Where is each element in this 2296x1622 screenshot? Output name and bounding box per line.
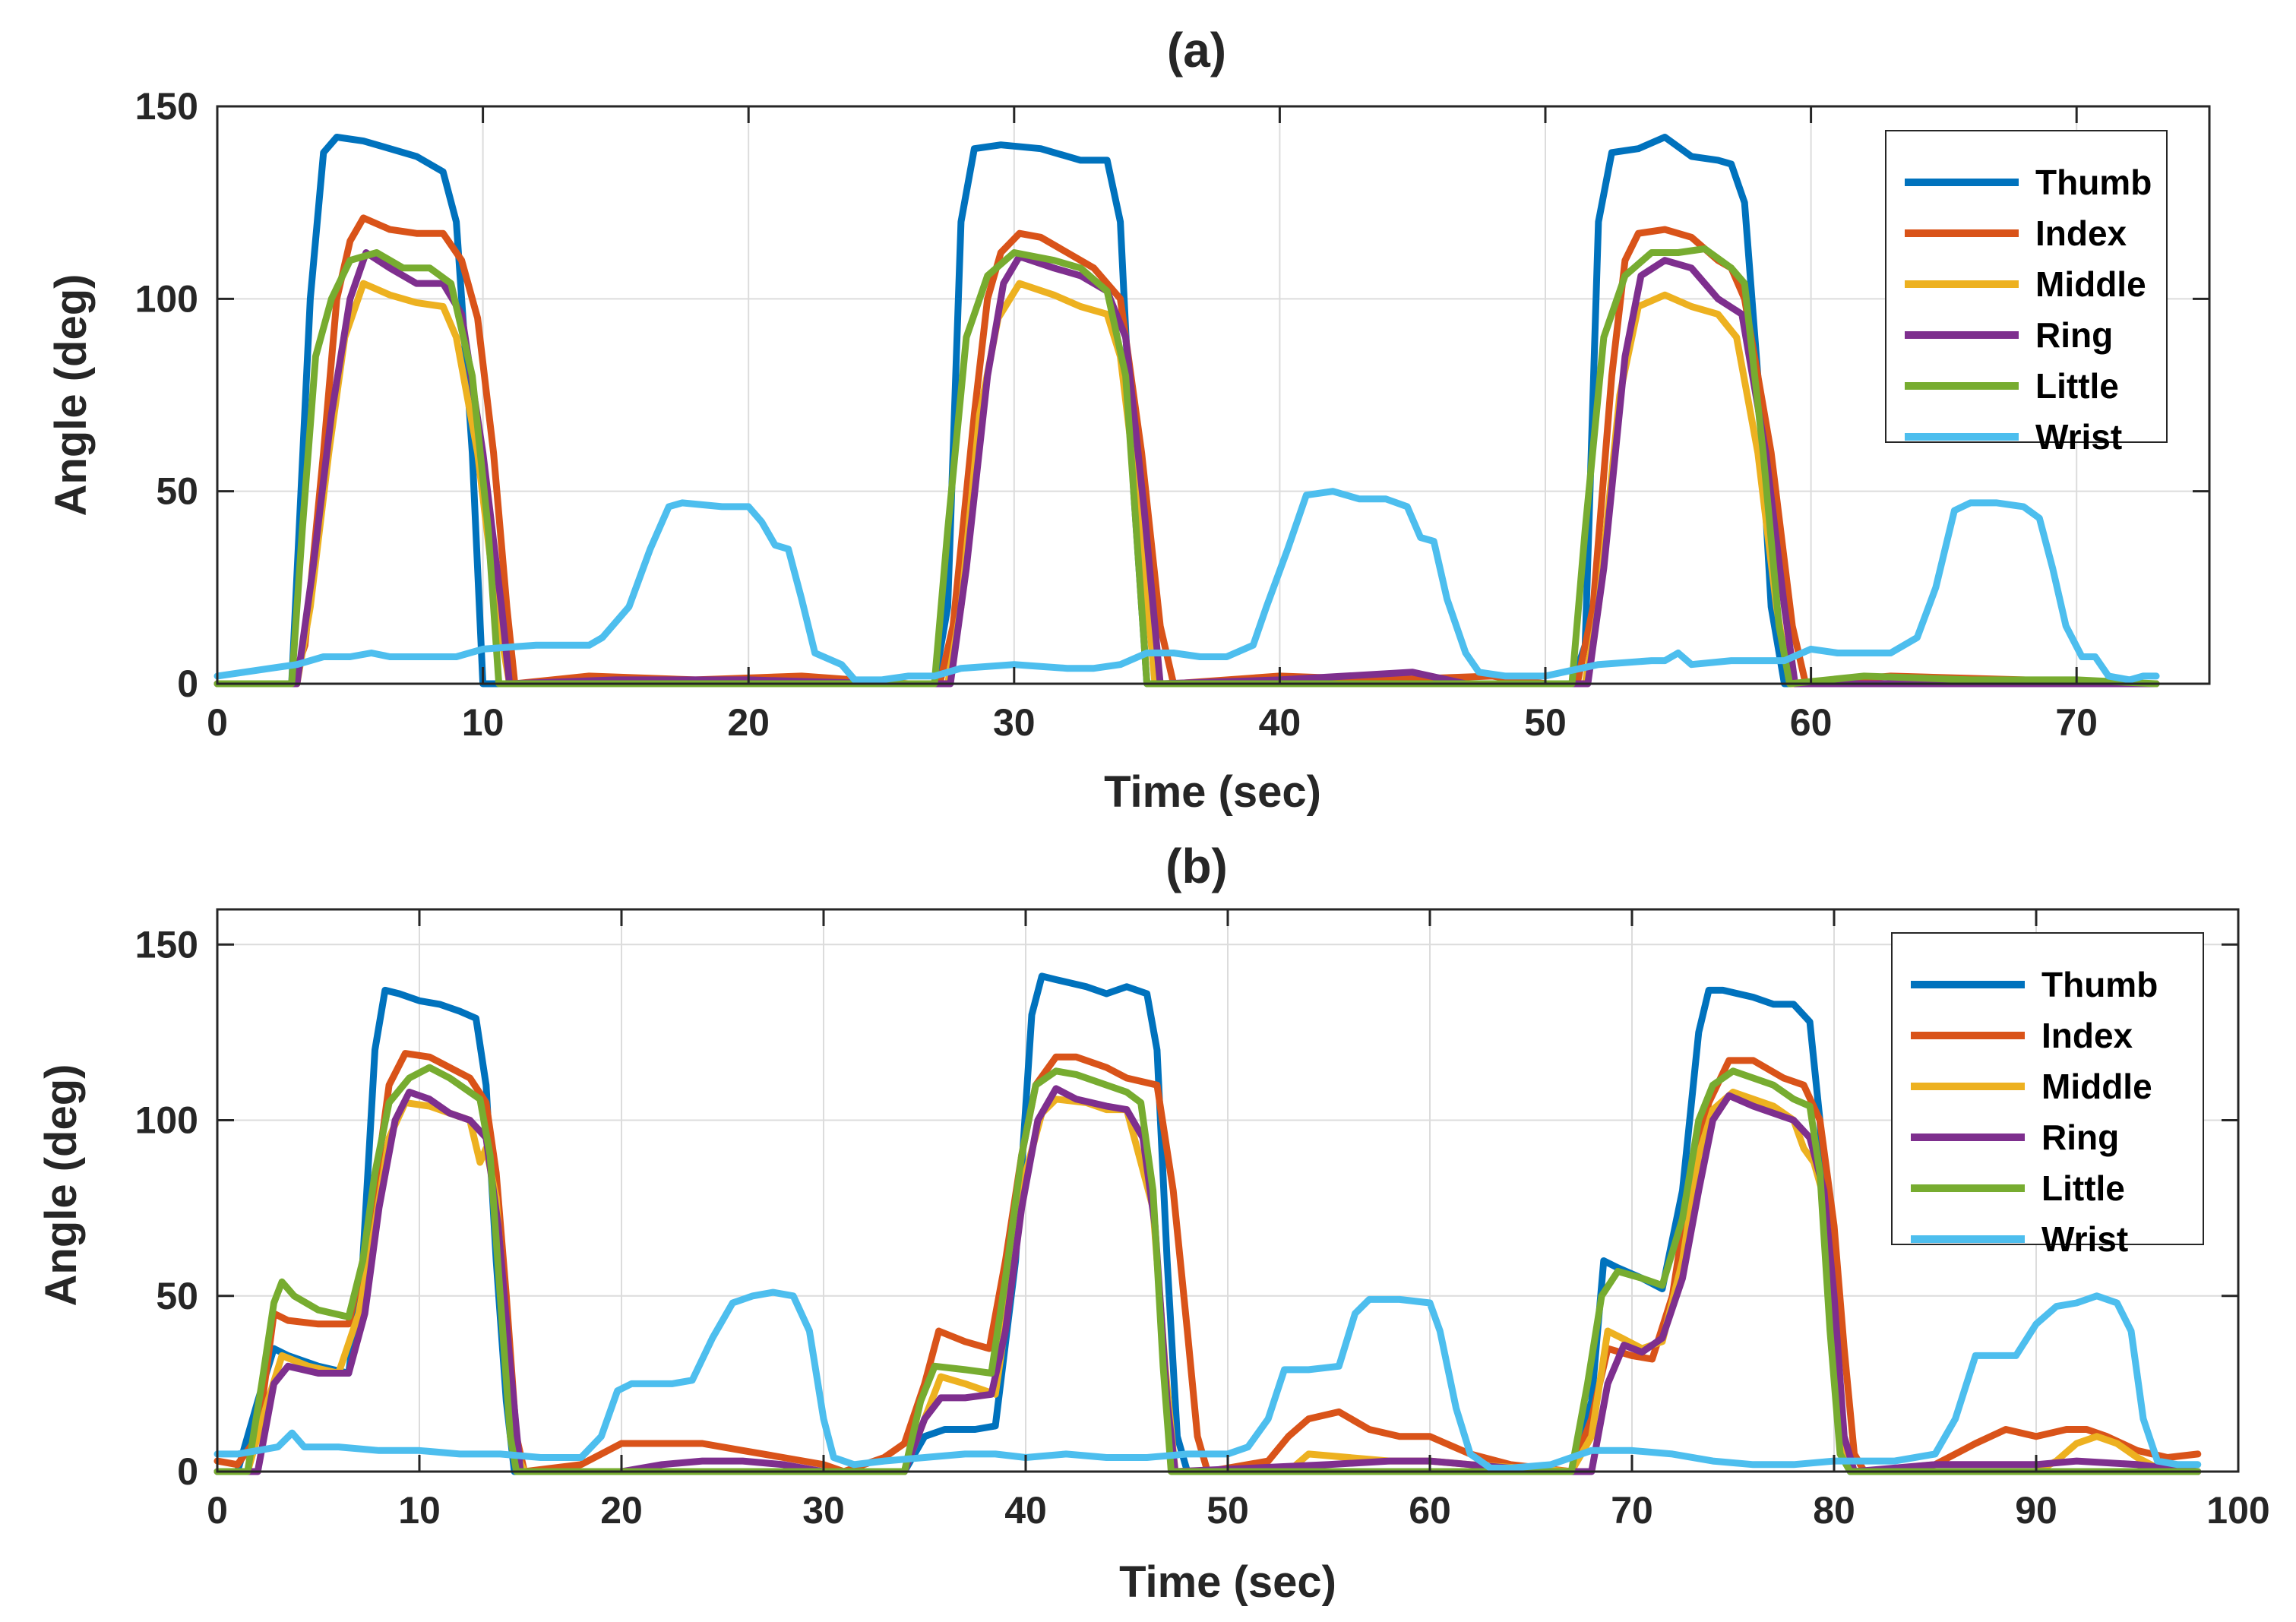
- y-tick-label: 100: [135, 277, 198, 320]
- y-tick-label: 50: [156, 470, 198, 513]
- x-tick-label: 60: [1409, 1489, 1451, 1532]
- x-tick-label: 40: [1259, 701, 1301, 744]
- x-tick-label: 0: [207, 701, 228, 744]
- y-axis-label: Angle (deg): [36, 1064, 86, 1307]
- x-tick-label: 20: [727, 701, 770, 744]
- legend-label-ring: Ring: [2035, 315, 2113, 355]
- series-layer: [213, 972, 2202, 1475]
- chart-title: (b): [1165, 839, 1228, 893]
- x-tick-label: 40: [1004, 1489, 1047, 1532]
- y-tick-label: 0: [177, 662, 198, 705]
- x-axis-label: Time (sec): [1119, 1557, 1336, 1607]
- x-tick-label: 0: [207, 1489, 228, 1532]
- series-line-wrist: [213, 1288, 2202, 1472]
- x-tick-label: 70: [2055, 701, 2098, 744]
- series-layer: [213, 134, 2160, 688]
- legend-label-wrist: Wrist: [2041, 1219, 2128, 1259]
- y-tick-label: 100: [135, 1099, 198, 1142]
- x-axis-label: Time (sec): [1104, 767, 1321, 817]
- x-tick-label: 20: [600, 1489, 643, 1532]
- legend-label-middle: Middle: [2041, 1067, 2152, 1106]
- axis-ticks: 0 10 20 30 40 50 60 70 80 90 100 0 50 100 150: [135, 909, 2270, 1532]
- y-tick-label: 50: [156, 1275, 198, 1317]
- legend-label-thumb: Thumb: [2035, 163, 2152, 202]
- series-line-wrist: [213, 488, 2160, 684]
- series-line-little: [213, 245, 2160, 688]
- legend-label-thumb: Thumb: [2041, 965, 2158, 1004]
- axes-box: [216, 105, 2211, 685]
- legend-label-little: Little: [2035, 366, 2119, 406]
- x-tick-label: 90: [2015, 1489, 2057, 1532]
- axis-ticks: 0 10 20 30 40 50 60 70 0 50 100 150: [135, 85, 2209, 744]
- y-tick-label: 150: [135, 923, 198, 966]
- plot-area: [217, 106, 2209, 684]
- x-tick-label: 80: [1813, 1489, 1855, 1532]
- legend-label-little: Little: [2041, 1168, 2125, 1208]
- series-line-thumb: [213, 972, 2202, 1475]
- series-line-ring: [213, 249, 2160, 688]
- x-tick-label: 50: [1207, 1489, 1249, 1532]
- legend: Thumb Index Middle Ring Little Wrist: [1891, 932, 2204, 1259]
- x-tick-label: 30: [802, 1489, 845, 1532]
- y-tick-label: 0: [177, 1450, 198, 1493]
- series-line-middle: [213, 280, 2160, 688]
- series-line-thumb: [213, 134, 2160, 688]
- legend-label-wrist: Wrist: [2035, 417, 2122, 457]
- series-line-little: [213, 1064, 2202, 1475]
- x-tick-label: 50: [1524, 701, 1567, 744]
- legend-label-middle: Middle: [2035, 264, 2146, 304]
- y-tick-label: 150: [135, 85, 198, 128]
- x-tick-label: 10: [398, 1489, 441, 1532]
- x-tick-label: 100: [2206, 1489, 2269, 1532]
- series-line-index: [213, 1050, 2202, 1475]
- legend-label-index: Index: [2041, 1016, 2133, 1055]
- x-tick-label: 10: [462, 701, 504, 744]
- series-line-ring: [213, 1085, 2202, 1475]
- x-tick-label: 60: [1790, 701, 1833, 744]
- legend-label-ring: Ring: [2041, 1118, 2119, 1157]
- legend: Thumb Index Middle Ring Little Wrist: [1885, 130, 2168, 457]
- chart-title: (a): [1167, 23, 1226, 77]
- y-axis-label: Angle (deg): [46, 274, 96, 517]
- x-tick-label: 70: [1611, 1489, 1653, 1532]
- chart-panel-b: (b) 0 10 20 30 40 50 60 70 80 90 100 0 50 100 150 Time…: [36, 839, 2270, 1607]
- x-tick-label: 30: [993, 701, 1036, 744]
- legend-label-index: Index: [2035, 213, 2127, 253]
